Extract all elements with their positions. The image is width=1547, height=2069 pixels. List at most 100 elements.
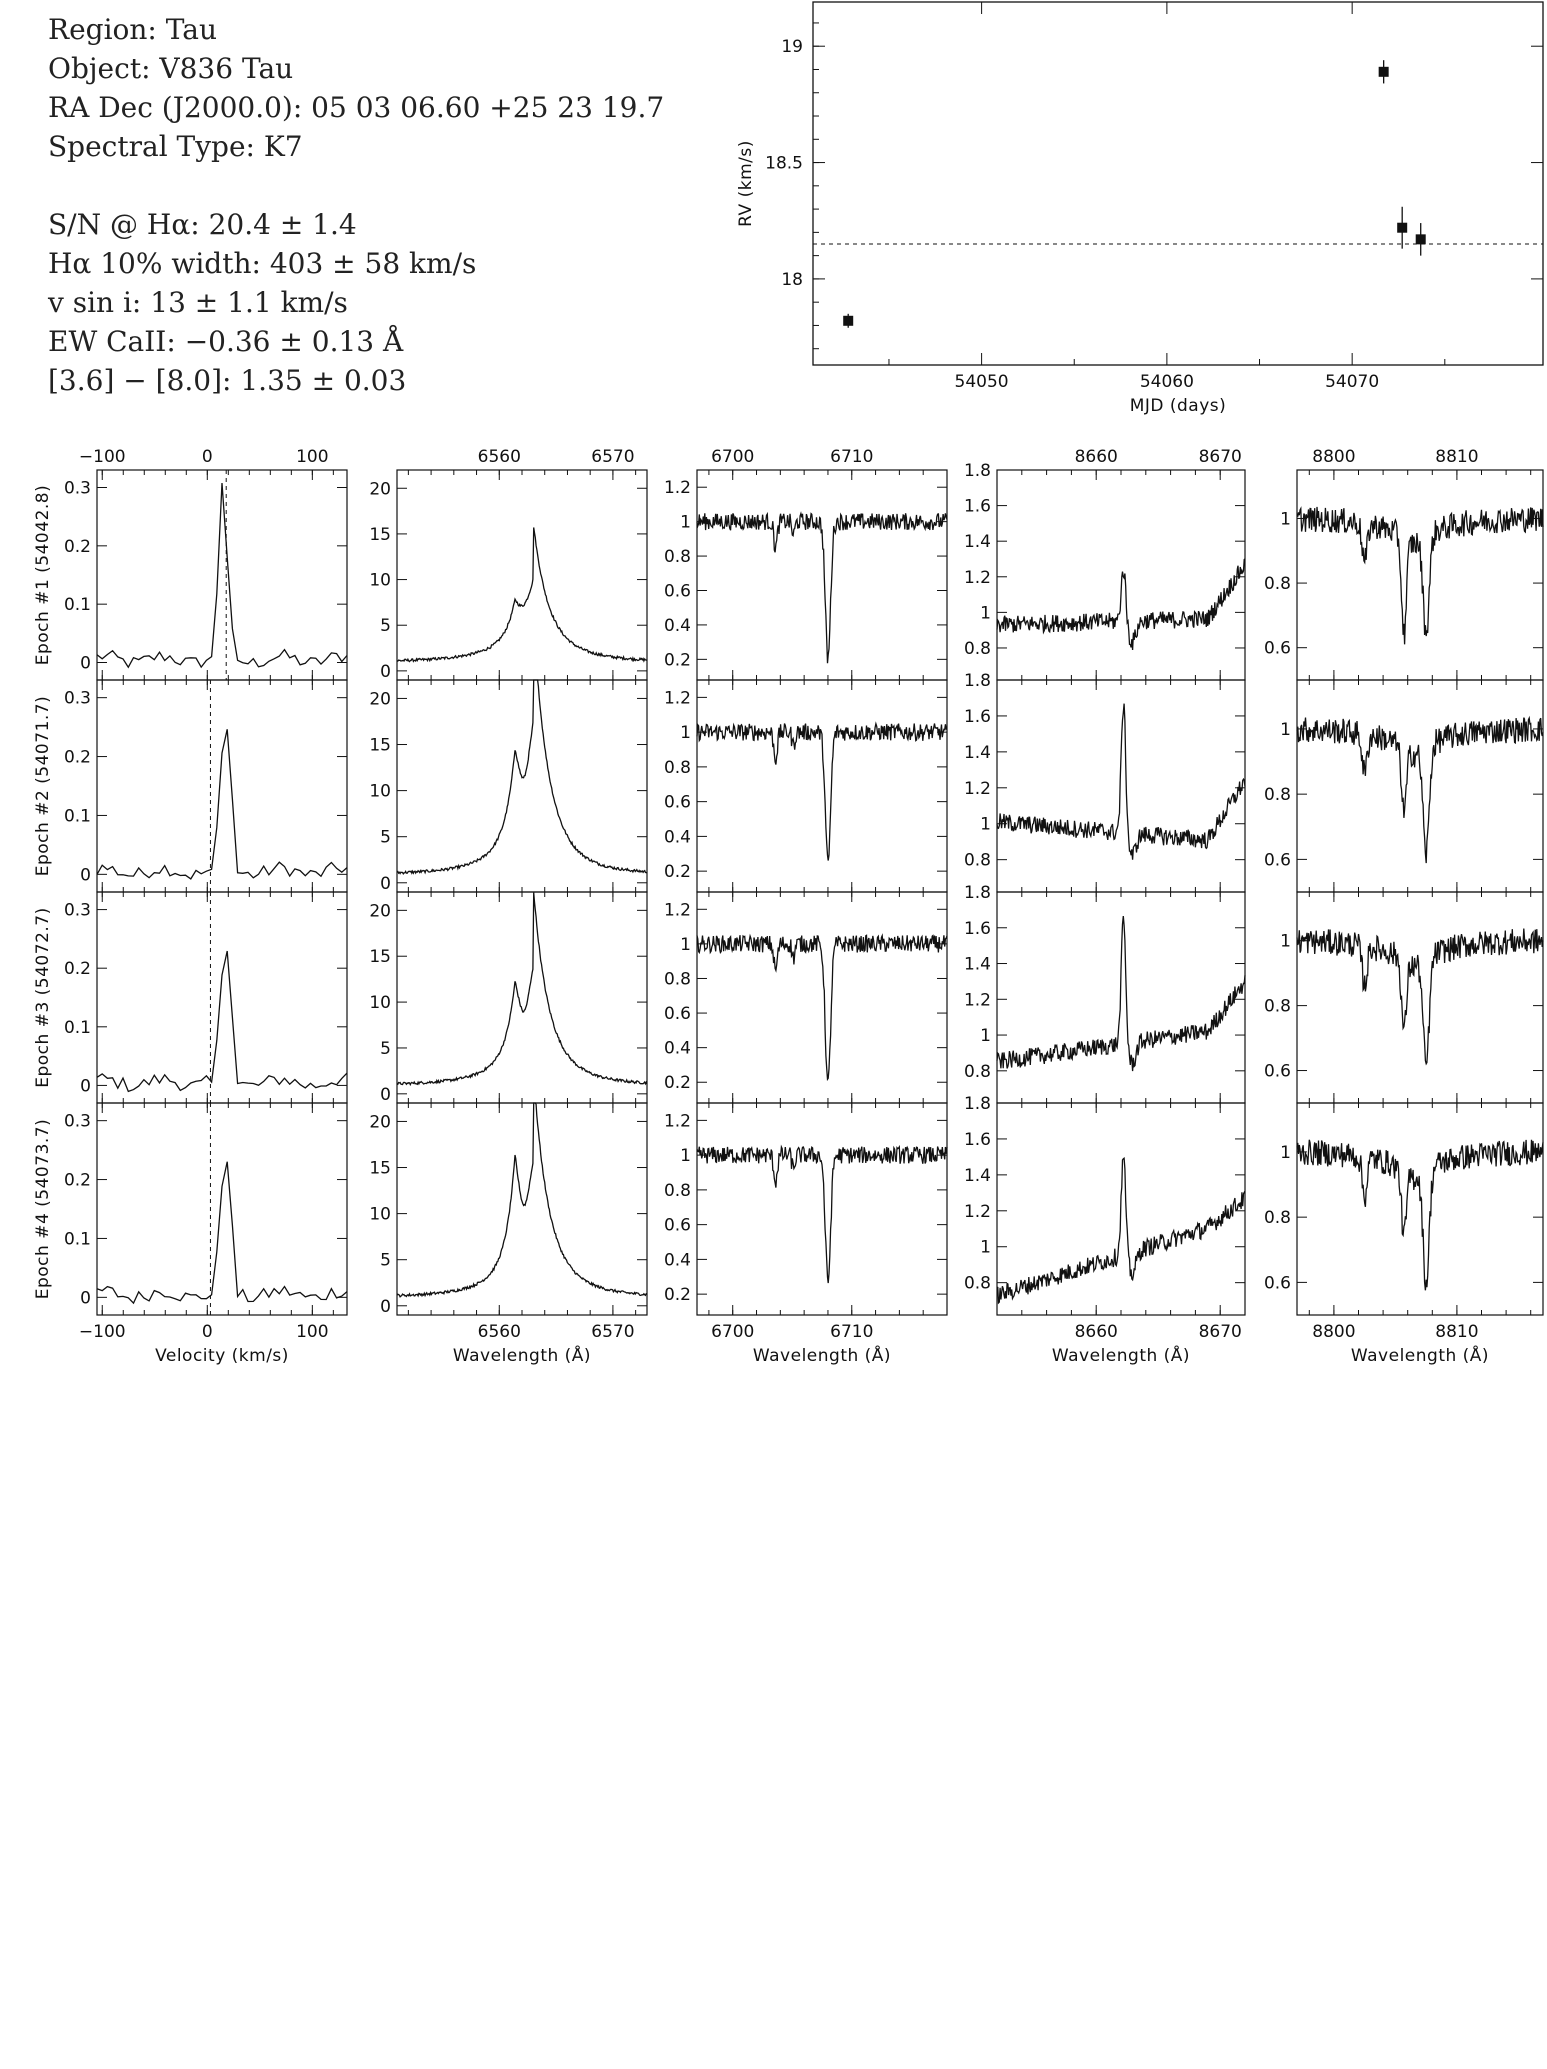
y-tick-label: 0.2 — [664, 862, 691, 882]
y-tick-label: 20 — [369, 901, 391, 921]
y-tick-label: 0.8 — [664, 758, 691, 778]
spectrum-panel-epoch3-col3: 0.2 0.4 0.6 0.8 1 1.2 — [664, 891, 948, 1104]
y-tick-label: 0.6 — [664, 1004, 691, 1024]
y-tick-label: 1 — [1280, 932, 1291, 952]
y-tick-label: 0.8 — [964, 639, 991, 659]
y-tick-label: 0.8 — [1264, 1208, 1291, 1228]
y-tick-label: 1.8 — [964, 883, 991, 903]
spectrum-panel-epoch2-col3: 0.2 0.4 0.6 0.8 1 1.2 — [664, 679, 948, 893]
y-tick-label: 10 — [369, 1205, 391, 1225]
epoch-label: Epoch #1 (54042.8) — [33, 485, 53, 666]
y-tick-label: 0.8 — [964, 1274, 991, 1294]
y-tick-label: 0 — [80, 865, 91, 885]
y-tick-label: 20 — [369, 479, 391, 499]
spectrum-line — [996, 916, 1246, 1072]
panel-frame — [1296, 1102, 1544, 1316]
spectrum-panel-epoch2-col1: 0 0.1 0.2 0.3 Epoch #2 (54071.7) — [33, 679, 348, 893]
spectrum-panel-epoch3-col2: 0 5 10 15 20 — [369, 891, 648, 1105]
spectrum-line — [1296, 506, 1544, 645]
y-tick-label: 0.1 — [64, 806, 91, 826]
panel-frame — [696, 679, 948, 893]
spectrum-line — [396, 892, 648, 1087]
x-tick-label: 0 — [202, 1322, 213, 1342]
x-tick-label: 6570 — [591, 1322, 634, 1342]
y-tick-label: 0.4 — [664, 1250, 691, 1270]
panel-frame — [96, 679, 348, 893]
y-tick-label: 1.4 — [964, 532, 991, 552]
vsini-line: v sin i: 13 ± 1.1 km/s — [48, 286, 348, 319]
x-tick-label-top: 6710 — [830, 447, 873, 467]
y-tick-label: 1.6 — [964, 1130, 991, 1150]
sn-line: S/N @ Hα: 20.4 ± 1.4 — [48, 208, 357, 241]
y-tick-label: 1.2 — [964, 990, 991, 1010]
rv-x-tick-label: 54070 — [1325, 372, 1379, 392]
spectrum-panel-epoch2-col2: 0 5 10 15 20 — [369, 679, 648, 894]
y-tick-label: 1 — [680, 935, 691, 955]
rv-frame — [812, 1, 1544, 366]
y-tick-label: 15 — [369, 947, 391, 967]
spectrum-line — [696, 721, 948, 861]
rv-y-tick-label: 18 — [781, 270, 803, 290]
y-tick-label: 0.2 — [64, 959, 91, 979]
x-tick-label: 8670 — [1199, 1322, 1242, 1342]
x-axis-label: Wavelength (Å) — [1351, 1344, 1489, 1366]
y-tick-label: 0.6 — [1264, 850, 1291, 870]
spectrum-line — [696, 1144, 948, 1284]
panel-frame — [396, 679, 648, 893]
spectrum-line — [696, 511, 948, 664]
y-tick-label: 1.8 — [964, 1094, 991, 1114]
panel-frame — [996, 469, 1246, 681]
y-tick-label: 0.6 — [1264, 639, 1291, 659]
y-tick-label: 5 — [380, 1039, 391, 1059]
spectrum-panel-epoch3-col5: 0.6 0.8 1 — [1264, 891, 1544, 1104]
y-tick-label: 15 — [369, 736, 391, 756]
y-tick-label: 0 — [380, 874, 391, 894]
y-tick-label: 0.8 — [664, 547, 691, 567]
y-tick-label: 1.2 — [964, 568, 991, 588]
rv-y-axis-label: RV (km/s) — [736, 140, 756, 227]
y-tick-label: 0.8 — [1264, 997, 1291, 1017]
y-tick-label: 1 — [1280, 720, 1291, 740]
x-tick-label: 6710 — [830, 1322, 873, 1342]
rv-x-tick-label: 54050 — [955, 372, 1009, 392]
panel-frame — [1296, 891, 1544, 1104]
y-tick-label: 1 — [680, 513, 691, 533]
y-tick-label: 5 — [380, 1251, 391, 1271]
x-tick-label-top: 0 — [202, 447, 213, 467]
y-tick-label: 1.4 — [964, 1166, 991, 1186]
panel-frame — [1296, 469, 1544, 681]
spectrum-line — [396, 1102, 648, 1298]
y-tick-label: 0.3 — [64, 901, 91, 921]
x-tick-label: 100 — [296, 1322, 328, 1342]
spectrum-line — [1296, 928, 1544, 1066]
x-tick-label-top: 100 — [296, 447, 328, 467]
spectral-type-line: Spectral Type: K7 — [48, 130, 303, 163]
y-tick-label: 1.6 — [964, 919, 991, 939]
coords-line: RA Dec (J2000.0): 05 03 06.60 +25 23 19.… — [48, 91, 665, 124]
figure-canvas: 54050 54060 54070 18 18.5 19 MJD (days) RV (km/… — [33, 1, 1544, 1366]
epoch-label: Epoch #4 (54073.7) — [33, 1119, 53, 1300]
y-tick-label: 0.2 — [664, 1073, 691, 1093]
y-tick-label: 1.2 — [664, 1111, 691, 1131]
x-tick-label-top: 6570 — [591, 447, 634, 467]
y-tick-label: 1.4 — [964, 743, 991, 763]
y-tick-label: 1.2 — [964, 1202, 991, 1222]
y-tick-label: 1.2 — [664, 900, 691, 920]
y-tick-label: 0.4 — [664, 1039, 691, 1059]
y-tick-label: 0.2 — [664, 1285, 691, 1305]
y-tick-label: 0.8 — [964, 1062, 991, 1082]
spectrum-line — [96, 950, 348, 1093]
y-tick-label: 1.4 — [964, 955, 991, 975]
spectrum-line — [96, 729, 348, 880]
rv-y-tick-label: 18.5 — [765, 154, 803, 174]
ew-caii-line: EW CaII: −0.36 ± 0.13 Å — [48, 325, 404, 358]
y-tick-label: 1 — [980, 815, 991, 835]
y-tick-label: 0.6 — [1264, 1062, 1291, 1082]
x-axis-label: Velocity (km/s) — [155, 1346, 289, 1366]
spectrum-line — [96, 1161, 348, 1305]
y-tick-label: 0.1 — [64, 1229, 91, 1249]
panel-frame — [1296, 679, 1544, 893]
rv-y-tick-label: 19 — [781, 37, 803, 57]
y-tick-label: 0 — [80, 654, 91, 674]
